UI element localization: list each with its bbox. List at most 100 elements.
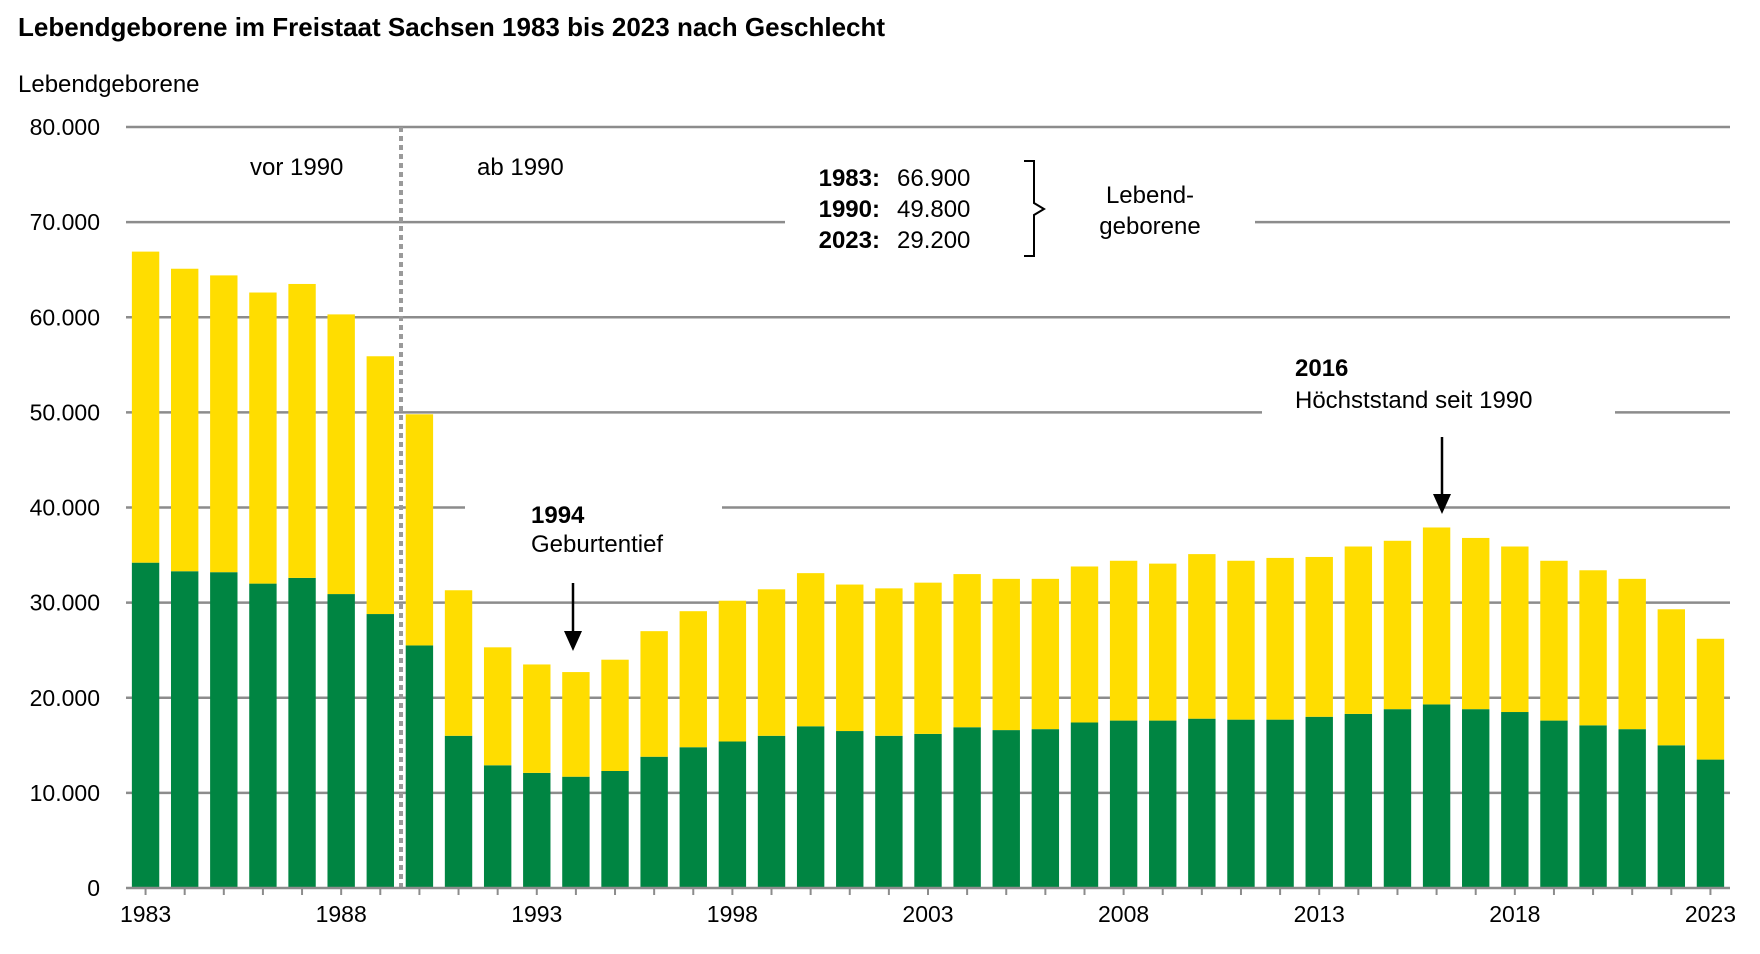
bar-2006-series-1 [1031,729,1060,888]
bar-2008-series-2 [1109,560,1138,721]
bar-2009-series-2 [1149,563,1177,721]
bar-2012-series-2 [1266,557,1294,720]
bar-2009-series-1 [1149,720,1177,888]
bar-2022-series-1 [1657,745,1686,888]
bar-1988-series-2 [327,314,355,595]
bar-2002-series-2 [875,588,903,736]
bar-1987-series-1 [288,577,316,888]
bar-2003-series-1 [914,733,942,888]
summary-year-1983: 1983: [819,165,880,192]
bar-2010-series-2 [1188,554,1216,719]
y-tick-label: 0 [87,875,100,901]
y-tick-label: 20.000 [30,685,100,711]
bar-2014-series-2 [1344,546,1373,714]
bar-1993-series-2 [523,664,551,773]
bar-1984-series-2 [170,268,199,572]
bar-2013-series-2 [1305,556,1333,717]
summary-year-2023: 2023: [819,227,880,254]
summary-label-line1: Lebend- [1106,182,1194,209]
bar-2021-series-2 [1618,578,1646,730]
summary-value-1990: 49.800 [897,196,970,223]
bar-2013-series-1 [1305,716,1333,888]
x-tick-label: 1993 [511,901,562,927]
bar-1984-series-1 [170,571,199,888]
bar-2012-series-1 [1266,719,1294,888]
bar-2010-series-1 [1188,718,1216,888]
x-tick-label: 2013 [1294,901,1345,927]
bar-2020-series-1 [1579,725,1607,888]
bar-1986-series-1 [249,583,277,888]
summary-brace [1024,160,1046,257]
axes: 0 10.000 20.000 30.000 40.000 50.000 60.000 70.… [30,114,1736,927]
bar-1989-series-1 [366,614,394,888]
bar-2022-series-2 [1657,609,1686,746]
bar-2005-series-2 [992,578,1020,731]
bar-1990-series-2 [405,414,434,646]
bar-2020-series-2 [1579,570,1607,726]
bar-1997-series-1 [679,747,707,888]
x-tick-label: 2003 [902,901,953,927]
bar-2001-series-1 [836,731,864,888]
summary-label-line2: geborene [1099,213,1200,240]
bar-2023-series-1 [1696,759,1725,888]
bar-2011-series-1 [1227,719,1255,888]
annotation-low-arrow-head [564,631,582,651]
y-tick-label: 80.000 [30,114,100,140]
bar-1988-series-1 [327,594,355,888]
y-tick-label: 60.000 [30,304,100,330]
bar-2017-series-2 [1462,537,1490,710]
bar-2015-series-1 [1383,709,1412,888]
bar-2018-series-1 [1501,712,1529,888]
bars [131,251,1725,888]
bar-1985-series-1 [210,572,238,888]
bar-1998-series-1 [718,741,747,888]
bar-1994-series-1 [562,776,590,888]
annotation-low-year: 1994 [531,502,585,529]
y-tick-label: 50.000 [30,399,100,425]
annotation-low-text: Geburtentief [531,531,663,558]
summary-value-1983: 66.900 [897,165,970,192]
y-axis-label: Lebendgeborene [18,71,200,98]
bar-2017-series-1 [1462,709,1490,888]
bar-2011-series-2 [1227,560,1255,720]
label-ab-1990: ab 1990 [477,154,564,181]
bar-2005-series-1 [992,730,1020,888]
bar-2007-series-1 [1070,722,1099,888]
bar-1999-series-1 [757,735,786,888]
bar-1998-series-2 [718,600,747,742]
summary-value-2023: 29.200 [897,227,970,254]
bar-1986-series-2 [249,292,277,584]
x-tick-label: 1983 [120,901,171,927]
bar-1997-series-2 [679,611,707,748]
bar-2018-series-2 [1501,546,1529,713]
label-vor-1990: vor 1990 [250,154,343,181]
y-tick-label: 40.000 [30,495,100,521]
bar-2004-series-1 [953,727,981,888]
bar-2023-series-2 [1696,638,1725,760]
bar-2015-series-2 [1383,540,1412,710]
annotation-peak-text: Höchststand seit 1990 [1295,387,1532,414]
bar-1991-series-2 [444,590,473,736]
annotation-peak-year: 2016 [1295,355,1348,382]
bar-1996-series-2 [640,631,668,757]
summary-year-1990: 1990: [819,196,880,223]
bar-1983-series-2 [131,251,160,563]
bar-1993-series-1 [523,772,551,888]
bar-2006-series-2 [1031,578,1060,730]
bar-2002-series-1 [875,735,903,888]
bar-1994-series-2 [562,672,590,777]
bar-1992-series-2 [483,647,512,766]
x-tick-label: 2018 [1489,901,1540,927]
x-tick-label: 2008 [1098,901,1149,927]
y-tick-label: 10.000 [30,780,100,806]
y-tick-label: 70.000 [30,209,100,235]
bar-2004-series-2 [953,574,981,728]
bar-2019-series-2 [1540,560,1568,721]
bar-2008-series-1 [1109,720,1138,888]
bar-2007-series-2 [1070,566,1099,723]
bar-2003-series-2 [914,582,942,734]
x-tick-label: 2023 [1685,901,1736,927]
chart-title: Lebendgeborene im Freistaat Sachsen 1983… [18,12,886,42]
bar-1985-series-2 [210,275,238,573]
